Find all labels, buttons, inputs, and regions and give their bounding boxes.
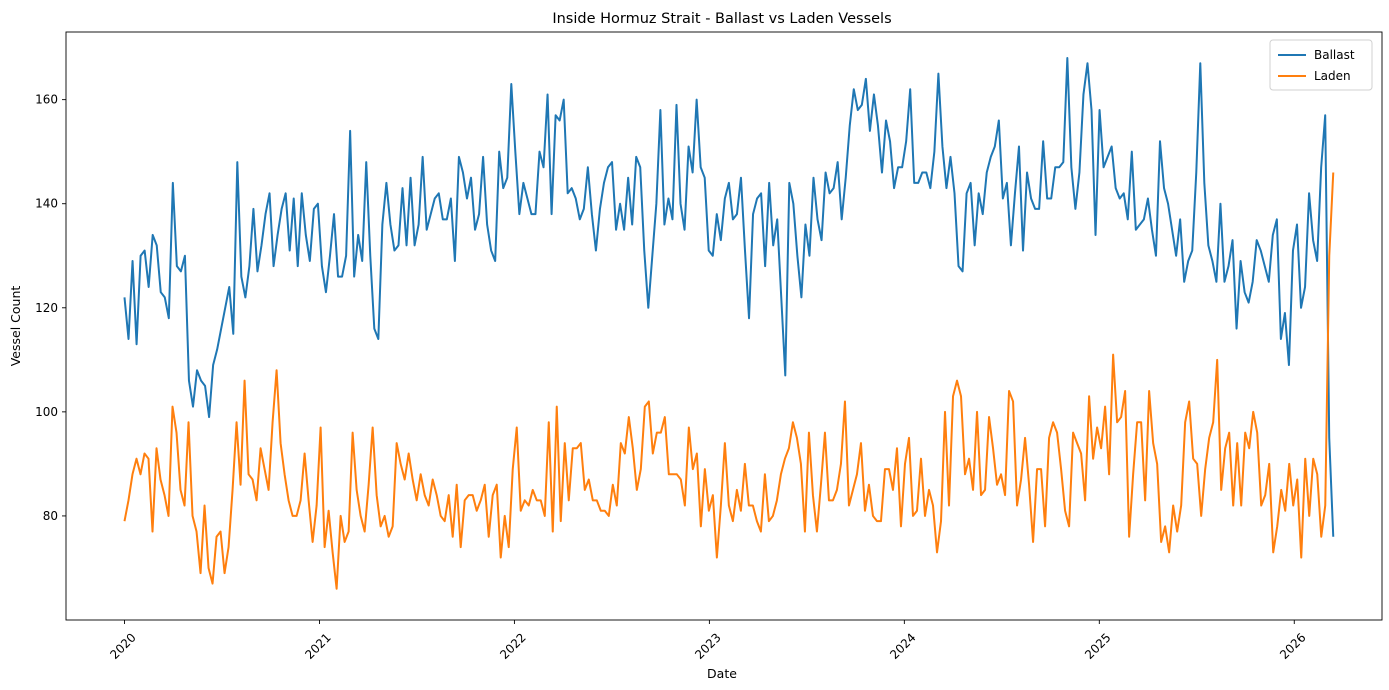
y-axis-ticks: 80 100 120 140 160: [35, 93, 66, 523]
y-tick-label: 100: [35, 405, 58, 419]
legend-label-ballast: Ballast: [1314, 48, 1355, 62]
y-axis-label: Vessel Count: [8, 286, 23, 367]
x-tick-label: 2023: [692, 630, 723, 661]
x-tick-label: 2020: [107, 630, 138, 661]
x-tick-label: 2025: [1082, 630, 1113, 661]
y-tick-label: 160: [35, 93, 58, 107]
x-axis-label: Date: [707, 666, 737, 681]
legend: Ballast Laden: [1269, 39, 1373, 91]
series-line-ballast: [123, 57, 1335, 537]
series-layer: [123, 57, 1335, 590]
x-axis-ticks: 2020 2021 2022 2023 2024 2025 2026: [107, 620, 1309, 662]
y-tick-label: 140: [35, 197, 58, 211]
x-tick-label: 2022: [497, 630, 528, 661]
legend-box: [1269, 39, 1373, 91]
x-tick-label: 2021: [302, 630, 333, 661]
x-tick-label: 2024: [887, 630, 918, 661]
chart-title: Inside Hormuz Strait - Ballast vs Laden …: [552, 11, 891, 27]
plot-area: [65, 31, 1383, 621]
x-tick-label: 2026: [1277, 630, 1308, 661]
series-line-laden: [123, 172, 1335, 590]
legend-label-laden: Laden: [1314, 69, 1351, 83]
plot-border: [65, 31, 1383, 621]
y-tick-label: 80: [43, 509, 58, 523]
y-tick-label: 120: [35, 301, 58, 315]
